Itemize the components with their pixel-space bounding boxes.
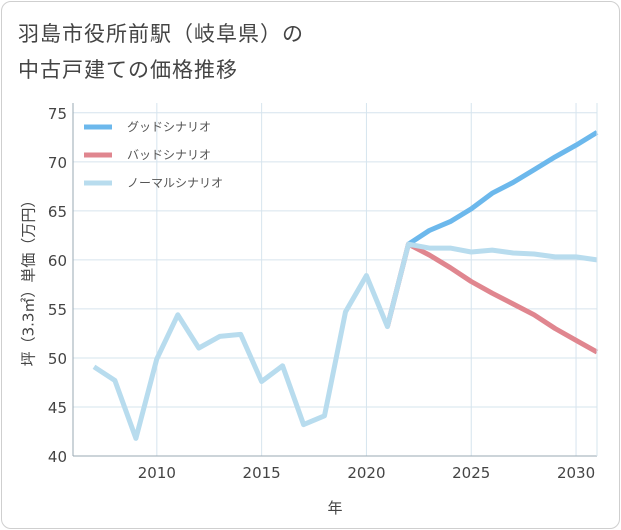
legend-label-0: グッドシナリオ (127, 120, 211, 134)
y-tick-label: 70 (48, 154, 67, 172)
x-tick-label: 2015 (243, 464, 281, 482)
y-tick-label: 65 (48, 203, 67, 221)
chart-title: 羽島市役所前駅（岐阜県）の 中古戸建ての価格推移 (18, 16, 438, 88)
y-tick-label: 75 (48, 105, 67, 123)
y-tick-label: 45 (48, 399, 67, 417)
y-axis-label: 坪（3.3㎡）単価（万円） (20, 193, 38, 367)
x-tick-label: 2025 (452, 464, 490, 482)
y-tick-label: 50 (48, 350, 67, 368)
series-line-1 (384, 241, 599, 355)
series-lines (92, 130, 599, 441)
x-tick-label: 2010 (138, 464, 176, 482)
legend-label-2: ノーマルシナリオ (127, 176, 223, 190)
y-tick-label: 60 (48, 252, 67, 270)
x-tick-label: 2030 (557, 464, 595, 482)
axes: 40 45 50 55 60 65 70 75 2010 2015 2020 2025 2030 (48, 103, 598, 482)
chart-title-line-1: 羽島市役所前駅（岐阜県）の (18, 22, 304, 46)
x-tick-label: 2020 (347, 464, 385, 482)
legend-label-1: バッドシナリオ (127, 148, 211, 162)
series-line-0 (407, 130, 599, 247)
y-tick-label: 55 (48, 301, 67, 319)
y-tick-label: 40 (48, 448, 67, 466)
series-line-2 (92, 241, 598, 441)
x-axis-label: 年 (327, 499, 342, 517)
chart-title-line-2: 中古戸建ての価格推移 (18, 58, 238, 82)
